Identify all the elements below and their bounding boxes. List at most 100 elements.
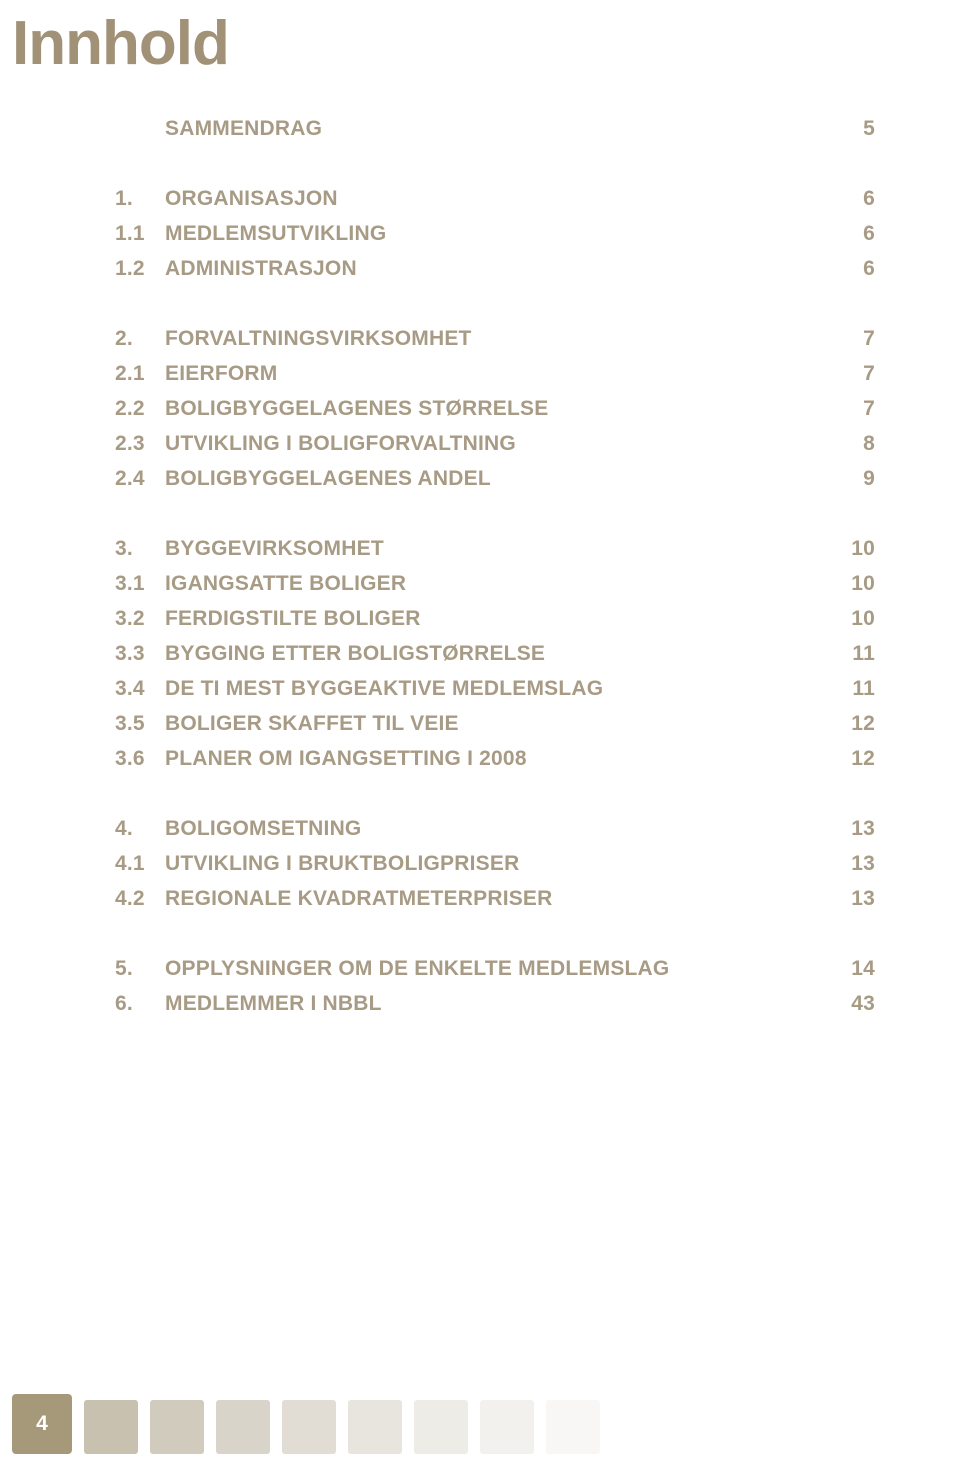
toc-entry-page: 7 <box>825 397 875 421</box>
toc-entry: 3.2FERDIGSTILTE BOLIGER10 <box>115 607 875 631</box>
toc-entry-page: 11 <box>825 677 875 701</box>
toc-entry-number: 6. <box>115 992 165 1016</box>
toc-entry-label: BOLIGBYGGELAGENES STØRRELSE <box>165 397 825 421</box>
toc-entry-label: OPPLYSNINGER OM DE ENKELTE MEDLEMSLAG <box>165 957 825 981</box>
toc-entry-page: 13 <box>825 852 875 876</box>
toc-entry-number: 4.2 <box>115 887 165 911</box>
toc-section: 2.FORVALTNINGSVIRKSOMHET72.1EIERFORM72.2… <box>115 327 875 491</box>
toc-entry-page: 9 <box>825 467 875 491</box>
table-of-contents: SAMMENDRAG51.ORGANISASJON61.1MEDLEMSUTVI… <box>115 117 875 1062</box>
toc-entry-page: 43 <box>825 992 875 1016</box>
toc-entry-page: 5 <box>825 117 875 141</box>
footer-squares: 4 <box>12 1394 600 1454</box>
toc-entry-label: BYGGEVIRKSOMHET <box>165 537 825 561</box>
toc-entry: 4.2REGIONALE KVADRATMETERPRISER13 <box>115 887 875 911</box>
toc-entry-label: FORVALTNINGSVIRKSOMHET <box>165 327 825 351</box>
toc-section: SAMMENDRAG5 <box>115 117 875 141</box>
footer-square <box>546 1400 600 1454</box>
toc-section: 1.ORGANISASJON61.1MEDLEMSUTVIKLING61.2AD… <box>115 187 875 281</box>
toc-entry-number: 4. <box>115 817 165 841</box>
toc-entry-page: 10 <box>825 607 875 631</box>
toc-entry-label: MEDLEMMER I NBBL <box>165 992 825 1016</box>
toc-section: 3.BYGGEVIRKSOMHET103.1IGANGSATTE BOLIGER… <box>115 537 875 771</box>
toc-entry-page: 11 <box>825 642 875 666</box>
footer-square <box>282 1400 336 1454</box>
toc-entry-number: 3. <box>115 537 165 561</box>
toc-entry-label: IGANGSATTE BOLIGER <box>165 572 825 596</box>
toc-entry-label: MEDLEMSUTVIKLING <box>165 222 825 246</box>
toc-entry-page: 13 <box>825 887 875 911</box>
footer-square <box>348 1400 402 1454</box>
toc-entry-number: 1. <box>115 187 165 211</box>
toc-entry-number: 2. <box>115 327 165 351</box>
toc-entry: 4.BOLIGOMSETNING13 <box>115 817 875 841</box>
toc-entry-number: 3.1 <box>115 572 165 596</box>
toc-entry-number: 5. <box>115 957 165 981</box>
toc-entry: 3.6PLANER OM IGANGSETTING I 200812 <box>115 747 875 771</box>
toc-entry-label: UTVIKLING I BOLIGFORVALTNING <box>165 432 825 456</box>
toc-entry-label: BOLIGER SKAFFET TIL VEIE <box>165 712 825 736</box>
toc-entry-page: 14 <box>825 957 875 981</box>
toc-entry: 1.ORGANISASJON6 <box>115 187 875 211</box>
page-number-box: 4 <box>12 1394 72 1454</box>
toc-entry-label: FERDIGSTILTE BOLIGER <box>165 607 825 631</box>
toc-section: 4.BOLIGOMSETNING134.1UTVIKLING I BRUKTBO… <box>115 817 875 911</box>
footer-square <box>84 1400 138 1454</box>
toc-entry-label: REGIONALE KVADRATMETERPRISER <box>165 887 825 911</box>
toc-entry: 2.1EIERFORM7 <box>115 362 875 386</box>
toc-entry-page: 12 <box>825 747 875 771</box>
toc-entry: 3.BYGGEVIRKSOMHET10 <box>115 537 875 561</box>
toc-entry: 3.1IGANGSATTE BOLIGER10 <box>115 572 875 596</box>
toc-entry-label: ORGANISASJON <box>165 187 825 211</box>
toc-entry-number: 4.1 <box>115 852 165 876</box>
footer-square <box>150 1400 204 1454</box>
toc-entry: 6.MEDLEMMER I NBBL43 <box>115 992 875 1016</box>
toc-entry-number: 1.1 <box>115 222 165 246</box>
toc-entry: 1.2ADMINISTRASJON6 <box>115 257 875 281</box>
toc-entry-page: 7 <box>825 362 875 386</box>
toc-entry-label: BOLIGBYGGELAGENES ANDEL <box>165 467 825 491</box>
toc-entry-page: 10 <box>825 572 875 596</box>
toc-entry: 3.4DE TI MEST BYGGEAKTIVE MEDLEMSLAG11 <box>115 677 875 701</box>
toc-entry-page: 6 <box>825 257 875 281</box>
toc-entry-number: 3.6 <box>115 747 165 771</box>
toc-entry: 4.1UTVIKLING I BRUKTBOLIGPRISER13 <box>115 852 875 876</box>
toc-entry: 2.2BOLIGBYGGELAGENES STØRRELSE7 <box>115 397 875 421</box>
toc-entry-label: EIERFORM <box>165 362 825 386</box>
toc-entry-number: 2.3 <box>115 432 165 456</box>
toc-entry-number: 3.3 <box>115 642 165 666</box>
toc-entry-page: 8 <box>825 432 875 456</box>
footer-square <box>480 1400 534 1454</box>
toc-entry-label: BOLIGOMSETNING <box>165 817 825 841</box>
toc-entry-number: 3.4 <box>115 677 165 701</box>
toc-entry-page: 6 <box>825 187 875 211</box>
toc-entry-label: PLANER OM IGANGSETTING I 2008 <box>165 747 825 771</box>
toc-entry-number: 2.4 <box>115 467 165 491</box>
toc-entry-page: 12 <box>825 712 875 736</box>
toc-entry-page: 6 <box>825 222 875 246</box>
toc-entry: SAMMENDRAG5 <box>115 117 875 141</box>
toc-entry-label: ADMINISTRASJON <box>165 257 825 281</box>
toc-entry: 2.4BOLIGBYGGELAGENES ANDEL9 <box>115 467 875 491</box>
toc-entry: 5.OPPLYSNINGER OM DE ENKELTE MEDLEMSLAG1… <box>115 957 875 981</box>
toc-entry-number: 2.2 <box>115 397 165 421</box>
toc-entry-number: 2.1 <box>115 362 165 386</box>
toc-entry: 2.FORVALTNINGSVIRKSOMHET7 <box>115 327 875 351</box>
toc-entry: 1.1MEDLEMSUTVIKLING6 <box>115 222 875 246</box>
toc-entry-page: 13 <box>825 817 875 841</box>
page-title: Innhold <box>12 8 229 79</box>
toc-entry-label: DE TI MEST BYGGEAKTIVE MEDLEMSLAG <box>165 677 825 701</box>
toc-entry-label: BYGGING ETTER BOLIGSTØRRELSE <box>165 642 825 666</box>
toc-entry: 3.3BYGGING ETTER BOLIGSTØRRELSE11 <box>115 642 875 666</box>
toc-entry-page: 10 <box>825 537 875 561</box>
toc-entry-page: 7 <box>825 327 875 351</box>
toc-entry-label: UTVIKLING I BRUKTBOLIGPRISER <box>165 852 825 876</box>
toc-section: 5.OPPLYSNINGER OM DE ENKELTE MEDLEMSLAG1… <box>115 957 875 1016</box>
footer-square <box>414 1400 468 1454</box>
toc-entry-number: 3.2 <box>115 607 165 631</box>
footer-square <box>216 1400 270 1454</box>
toc-entry: 2.3UTVIKLING I BOLIGFORVALTNING8 <box>115 432 875 456</box>
toc-entry: 3.5BOLIGER SKAFFET TIL VEIE12 <box>115 712 875 736</box>
toc-entry-number: 1.2 <box>115 257 165 281</box>
toc-entry-number: 3.5 <box>115 712 165 736</box>
